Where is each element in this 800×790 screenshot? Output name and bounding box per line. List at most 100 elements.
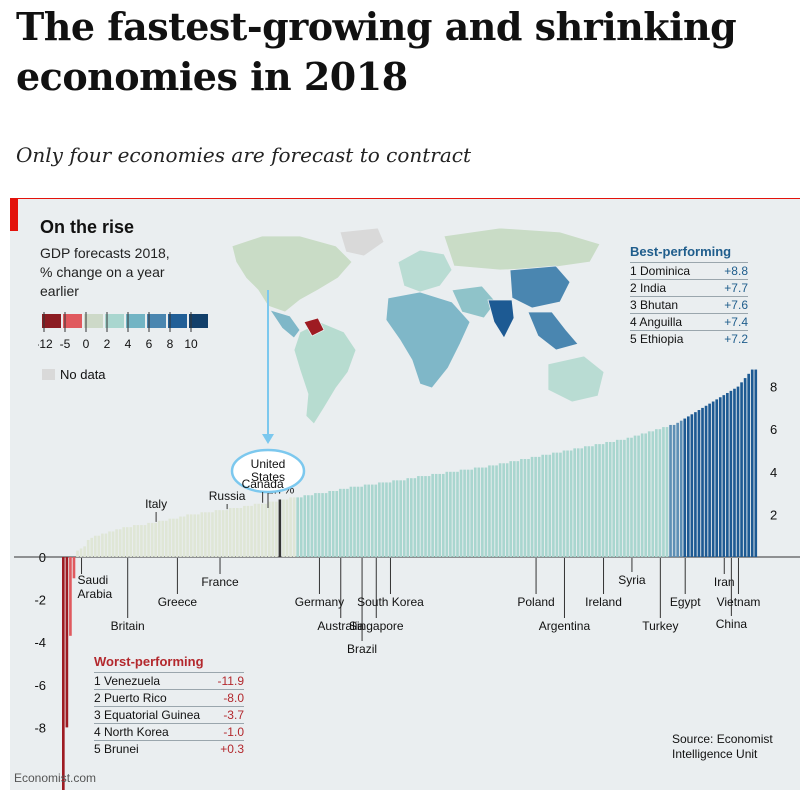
bar (147, 522, 150, 557)
legend-swatch (168, 314, 187, 328)
bar (228, 508, 232, 557)
bar (374, 484, 378, 557)
bar (637, 435, 640, 557)
bar (236, 508, 239, 557)
bar (740, 382, 743, 557)
country-label: France (201, 575, 239, 589)
worst-name: 5 Brunei (94, 742, 139, 756)
bar (697, 410, 701, 557)
bar (541, 454, 545, 557)
best-performing-table: Best-performing 1 Dominica +8.8 2 India +7… (630, 244, 748, 347)
legend-tick-label: 6 (146, 337, 153, 351)
best-value: +7.6 (724, 298, 748, 312)
bar (420, 476, 424, 557)
bar (232, 508, 236, 557)
country-label: Arabia (78, 587, 113, 601)
bar (413, 478, 417, 557)
bar (111, 531, 115, 557)
bar (470, 469, 474, 557)
bar (605, 441, 608, 557)
bar (150, 522, 154, 557)
bar (477, 467, 481, 557)
bar (679, 420, 683, 557)
bar (204, 512, 207, 557)
bar (509, 461, 513, 557)
y-tick-label: -8 (34, 720, 46, 735)
country-label: Turkey (642, 619, 678, 633)
bar (122, 527, 126, 557)
bar (161, 520, 165, 557)
bar (164, 520, 168, 557)
bar (633, 435, 637, 557)
bar (69, 557, 72, 636)
bar (584, 446, 587, 557)
subtitle: Only four economies are forecast to cont… (16, 143, 472, 167)
bar (502, 463, 505, 557)
bar (399, 480, 402, 557)
bar (615, 439, 619, 557)
bar (473, 467, 477, 557)
bar (427, 476, 431, 557)
bar (253, 503, 257, 557)
bar (733, 388, 736, 557)
bar (179, 516, 182, 557)
bar (140, 525, 143, 557)
country-label: Iran (714, 575, 735, 589)
bar (65, 557, 69, 728)
country-label: Britain (111, 619, 145, 633)
y-tick-label: 8 (770, 380, 777, 395)
country-label: Italy (145, 497, 167, 511)
country-label: Germany (295, 595, 344, 609)
bar (239, 508, 243, 557)
bar (314, 493, 317, 557)
bar (79, 548, 83, 557)
best-value: +8.8 (724, 264, 748, 278)
bar (726, 392, 729, 557)
country-label: Greece (158, 595, 198, 609)
bar (257, 503, 260, 557)
bar (534, 456, 537, 557)
worst-title: Worst-performing (94, 654, 204, 669)
country-label: China (716, 617, 748, 631)
bar (260, 503, 264, 557)
worst-row: 4 North Korea -1.0 (94, 723, 244, 740)
bar (690, 414, 694, 557)
bar (555, 452, 559, 557)
bar (516, 461, 520, 557)
bar (722, 395, 726, 557)
bar (449, 471, 452, 557)
country-label: Saudi (78, 573, 109, 587)
bar (701, 407, 704, 557)
bar (292, 497, 296, 557)
bar (406, 478, 410, 557)
bar (136, 525, 140, 557)
worst-value: -8.0 (223, 691, 244, 705)
bar (90, 537, 94, 557)
bar (576, 448, 580, 557)
bar (86, 539, 90, 557)
bar (97, 535, 101, 557)
bar (587, 446, 591, 557)
best-row: 4 Anguilla +7.4 (630, 313, 748, 330)
bar (626, 437, 630, 557)
bar (76, 550, 79, 557)
bar (214, 510, 218, 557)
bar (338, 488, 342, 557)
bar (275, 501, 278, 557)
bar (143, 525, 147, 557)
bar (186, 514, 189, 557)
y-tick-label: 4 (770, 465, 777, 480)
legend-tick-label: 0 (83, 337, 90, 351)
legend-swatch (105, 314, 124, 328)
bar (665, 427, 669, 557)
best-row: 1 Dominica +8.8 (630, 262, 748, 279)
bar (630, 437, 633, 557)
country-label: Vietnam (717, 595, 761, 609)
bar (175, 518, 179, 557)
bar (743, 378, 747, 557)
us-label: United (251, 457, 286, 471)
bar (658, 429, 662, 557)
best-name: 5 Ethiopia (630, 332, 684, 346)
best-row: 5 Ethiopia +7.2 (630, 330, 748, 347)
